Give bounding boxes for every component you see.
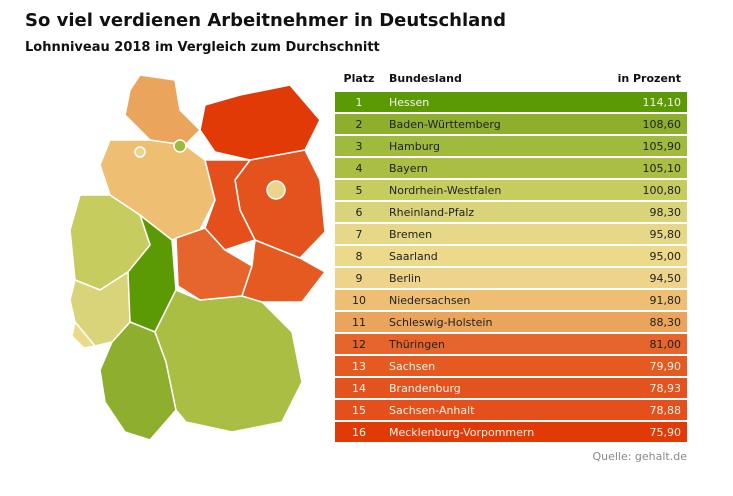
rank-cell: 14 (352, 381, 366, 395)
percent-cell: 88,30 (649, 315, 682, 329)
percent-cell: 81,00 (649, 337, 682, 351)
map-region-sachsen-anhalt (204, 159, 257, 251)
map-region-baden-württemberg (99, 321, 177, 441)
table-row: 11 Schleswig-Holstein 88,30 (335, 312, 687, 332)
rank-cell: 5 (355, 183, 363, 197)
state-cell: Berlin (389, 271, 421, 285)
rank-cell: 13 (352, 359, 366, 373)
table-row: 9 Berlin 94,50 (335, 268, 687, 288)
state-cell: Brandenburg (389, 381, 461, 395)
header-percent: in Prozent (617, 72, 681, 85)
percent-cell: 98,30 (649, 205, 682, 219)
state-cell: Mecklenburg-Vorpommern (389, 425, 535, 439)
state-cell: Bremen (389, 227, 433, 241)
chart-subtitle: Lohnniveau 2018 im Vergleich zum Durchsc… (25, 40, 380, 55)
table-header: Platz Bundesland in Prozent (335, 72, 687, 92)
rank-cell: 11 (352, 315, 366, 329)
rank-cell: 2 (355, 117, 363, 131)
map-region-bremen (134, 146, 146, 158)
map-region-schleswig-holstein (124, 74, 202, 146)
percent-cell: 108,60 (642, 117, 682, 131)
rank-cell: 6 (355, 205, 363, 219)
percent-cell: 95,80 (649, 227, 682, 241)
percent-cell: 95,00 (649, 249, 682, 263)
map-region-rheinland-pfalz (69, 270, 131, 347)
table-row: 5 Nordrhein-Westfalen 100,80 (335, 180, 687, 200)
germany-map (69, 74, 327, 441)
rank-cell: 16 (352, 425, 366, 439)
state-cell: Rheinland-Pfalz (389, 205, 475, 219)
map-region-sachsen (241, 238, 327, 303)
rank-cell: 1 (355, 95, 363, 109)
map-region-bayern (154, 289, 303, 433)
state-cell: Baden-Württemberg (389, 117, 501, 131)
table-row: 3 Hamburg 105,90 (335, 136, 687, 156)
rank-cell: 12 (352, 337, 366, 351)
table-row: 6 Rheinland-Pfalz 98,30 (335, 202, 687, 222)
state-cell: Hessen (389, 95, 430, 109)
source-note: Quelle: gehalt.de (592, 450, 687, 463)
percent-cell: 79,90 (649, 359, 682, 373)
table-row: 7 Bremen 95,80 (335, 224, 687, 244)
table-row: 13 Sachsen 79,90 (335, 356, 687, 376)
percent-cell: 78,88 (649, 403, 682, 417)
state-cell: Thüringen (389, 337, 445, 351)
percent-cell: 105,90 (642, 139, 682, 153)
percent-cell: 94,50 (649, 271, 682, 285)
table-row: 2 Baden-Württemberg 108,60 (335, 114, 687, 134)
percent-cell: 78,93 (649, 381, 682, 395)
state-cell: Bayern (389, 161, 428, 175)
state-cell: Sachsen (389, 359, 436, 373)
table-row: 14 Brandenburg 78,93 (335, 378, 687, 398)
rank-cell: 9 (355, 271, 363, 285)
header-rank: Platz (343, 72, 375, 85)
ranking-table: Platz Bundesland in Prozent 1 Hessen 114,1… (335, 72, 687, 444)
table-row: 4 Bayern 105,10 (335, 158, 687, 178)
map-region-hamburg (173, 139, 187, 153)
rank-cell: 10 (352, 293, 366, 307)
table-row: 1 Hessen 114,10 (335, 92, 687, 112)
header-state: Bundesland (389, 72, 462, 85)
state-cell: Sachsen-Anhalt (389, 403, 475, 417)
percent-cell: 75,90 (649, 425, 682, 439)
map-region-mecklenburg-vorpommern (199, 84, 321, 161)
table-row: 10 Niedersachsen 91,80 (335, 290, 687, 310)
rank-cell: 15 (352, 403, 366, 417)
table-row: 16 Mecklenburg-Vorpommern 75,90 (335, 422, 687, 442)
state-cell: Hamburg (389, 139, 440, 153)
rank-cell: 3 (355, 139, 363, 153)
map-region-berlin (266, 180, 286, 200)
state-cell: Niedersachsen (389, 293, 471, 307)
rank-cell: 7 (355, 227, 363, 241)
percent-cell: 91,80 (649, 293, 682, 307)
percent-cell: 100,80 (642, 183, 682, 197)
percent-cell: 105,10 (642, 161, 682, 175)
table-row: 8 Saarland 95,00 (335, 246, 687, 266)
state-cell: Schleswig-Holstein (389, 315, 493, 329)
map-region-saarland (71, 320, 97, 349)
table-row: 12 Thüringen 81,00 (335, 334, 687, 354)
percent-cell: 114,10 (642, 95, 682, 109)
table-row: 15 Sachsen-Anhalt 78,88 (335, 400, 687, 420)
rank-cell: 8 (355, 249, 363, 263)
chart-title: So viel verdienen Arbeitnehmer in Deutsc… (25, 10, 506, 31)
state-cell: Nordrhein-Westfalen (389, 183, 502, 197)
rank-cell: 4 (355, 161, 363, 175)
state-cell: Saarland (389, 249, 438, 263)
